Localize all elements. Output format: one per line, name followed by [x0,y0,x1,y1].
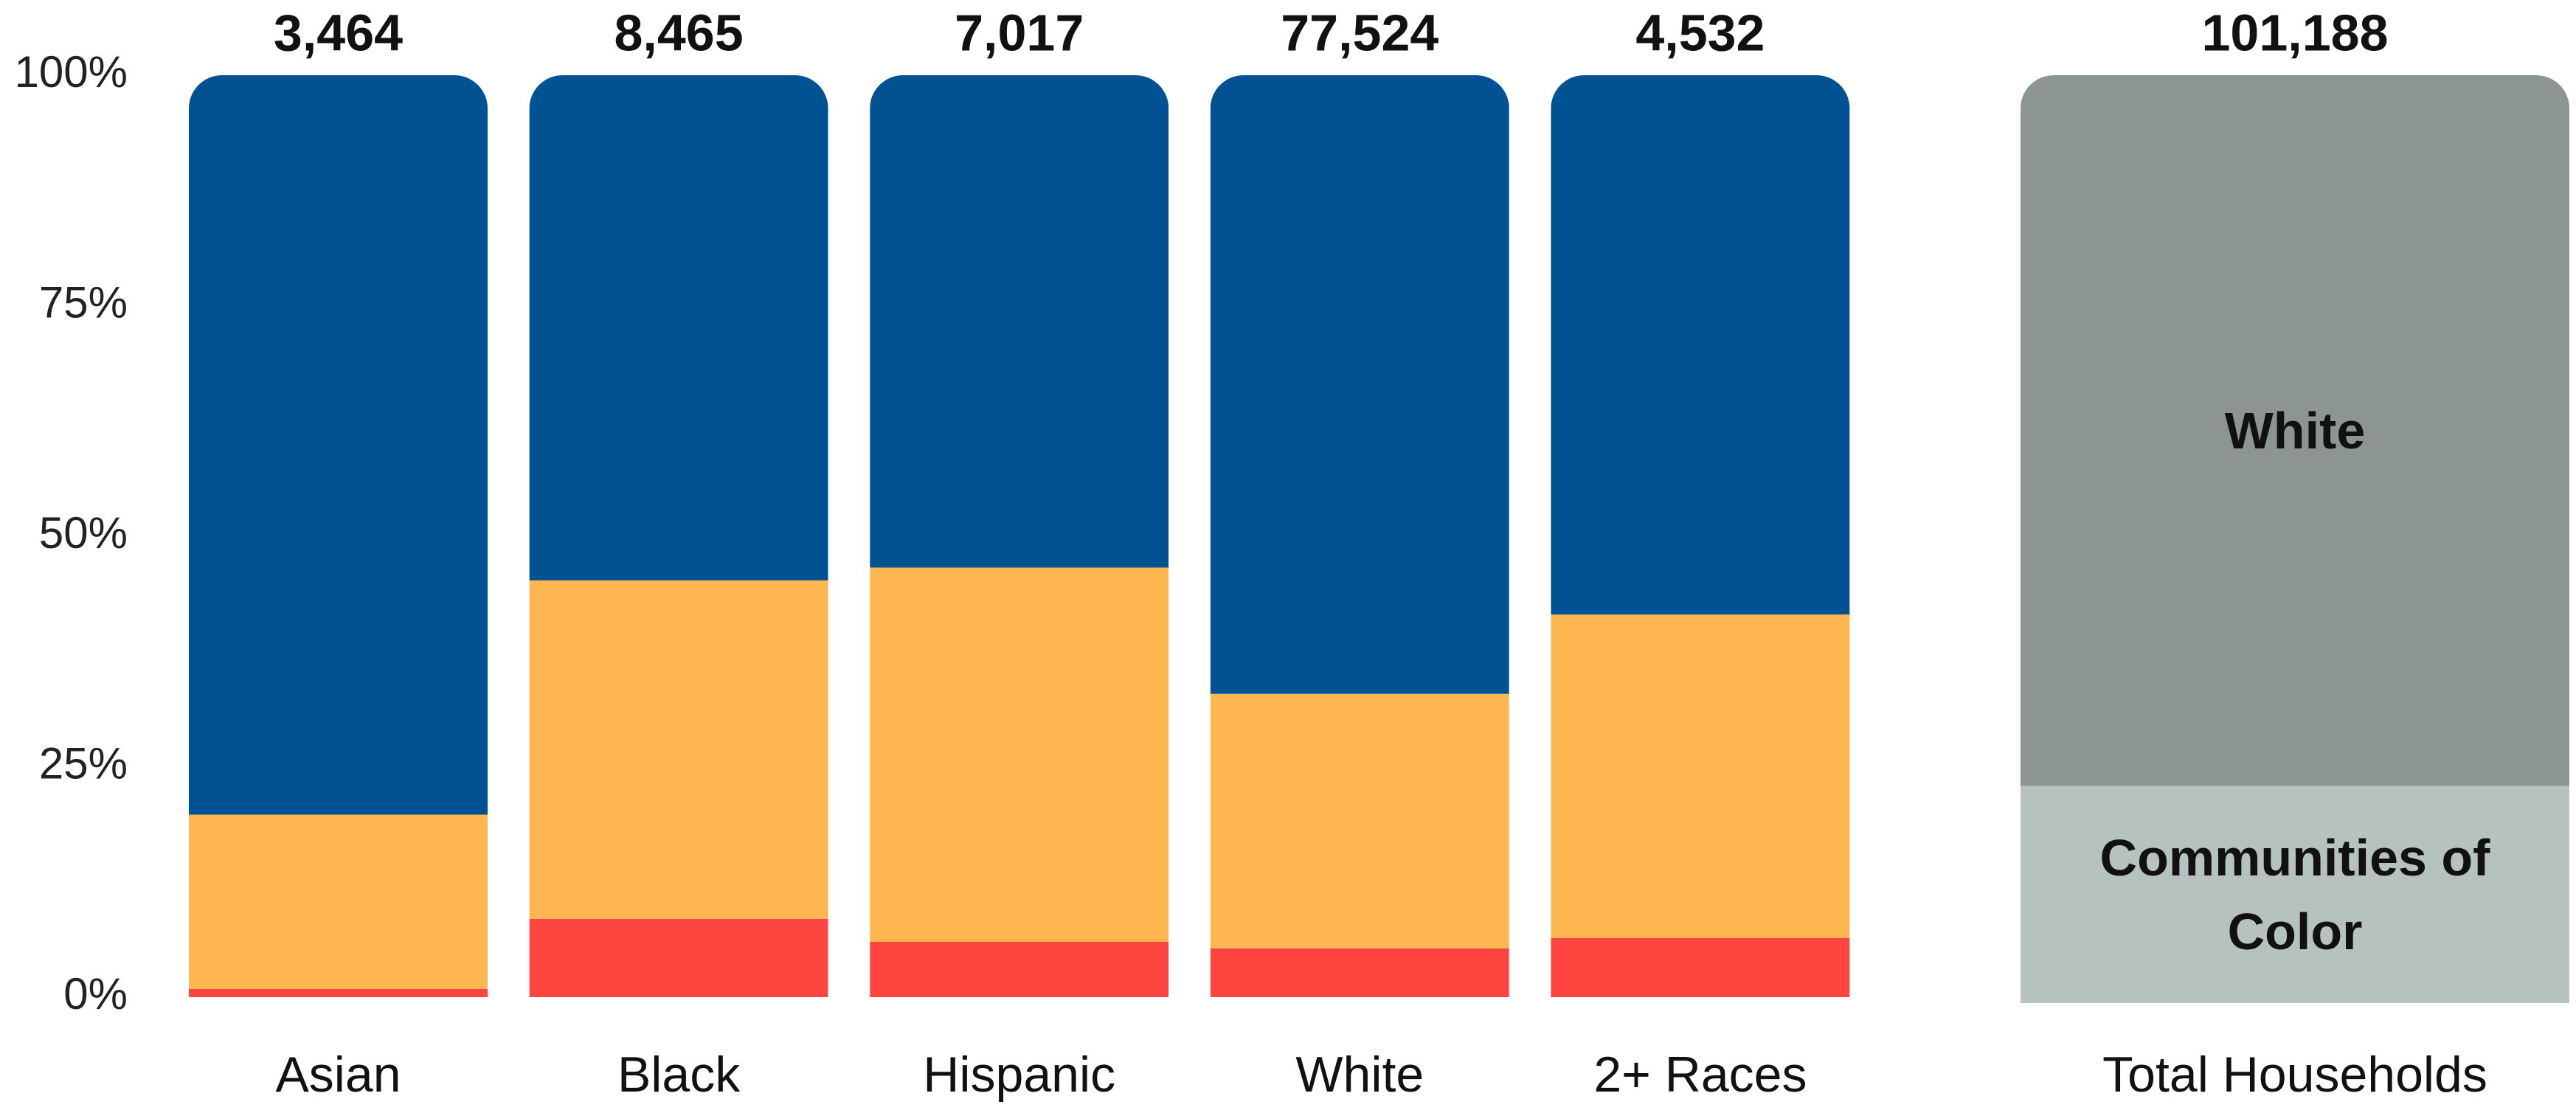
series-label: Communities of Color [2099,828,2490,960]
bar-stack [1210,75,1509,997]
y-tick-label: 75% [39,277,128,327]
x-tick-label: White [1295,1047,1424,1103]
bar-segment [870,567,1169,942]
bar-segment [2021,785,2569,1003]
bar-segment [189,75,488,815]
segment-label-box: Communities of Color [2099,828,2490,960]
segment-label-box: White [2224,401,2366,459]
bar-stack [529,75,828,997]
bar-segment [1551,75,1850,615]
bar-segment [529,75,828,580]
bar-segment [189,814,488,989]
bar-segment [870,942,1169,997]
bar-stack [870,75,1169,997]
bar-segment [189,988,488,997]
x-tick-label: Hispanic [923,1047,1115,1103]
x-tick-label: Black [617,1047,741,1103]
y-tick-label: 100% [15,47,128,97]
bar-stack [2021,75,2569,1003]
bar-segment [529,580,828,919]
x-tick-label: Total Households [2102,1047,2487,1103]
y-tick-label: 0% [63,969,128,1019]
bar-segment [2021,75,2569,786]
x-tick-label: Asian [275,1047,401,1103]
bar-segment [1551,938,1850,997]
series-label: White [2224,401,2366,459]
bar-total-label: 77,524 [1281,4,1438,61]
bar-segment [870,75,1169,568]
bar-segment [1210,693,1509,948]
y-tick-label: 50% [39,508,128,558]
bar-total-label: 8,465 [614,4,744,61]
bar-segment [1551,614,1850,938]
bar-segment [529,918,828,997]
bar-total-label: 7,017 [955,4,1084,61]
bar-stack [1551,75,1850,997]
bar-segment [1210,948,1509,997]
bar-total-label: 3,464 [274,4,403,61]
x-tick-label: 2+ Races [1593,1047,1807,1103]
bar-stack [189,75,488,997]
bar-total-label: 4,532 [1635,4,1765,61]
y-tick-label: 25% [39,738,128,788]
bar-segment [1210,75,1509,694]
bar-total-label: 101,188 [2201,4,2388,61]
